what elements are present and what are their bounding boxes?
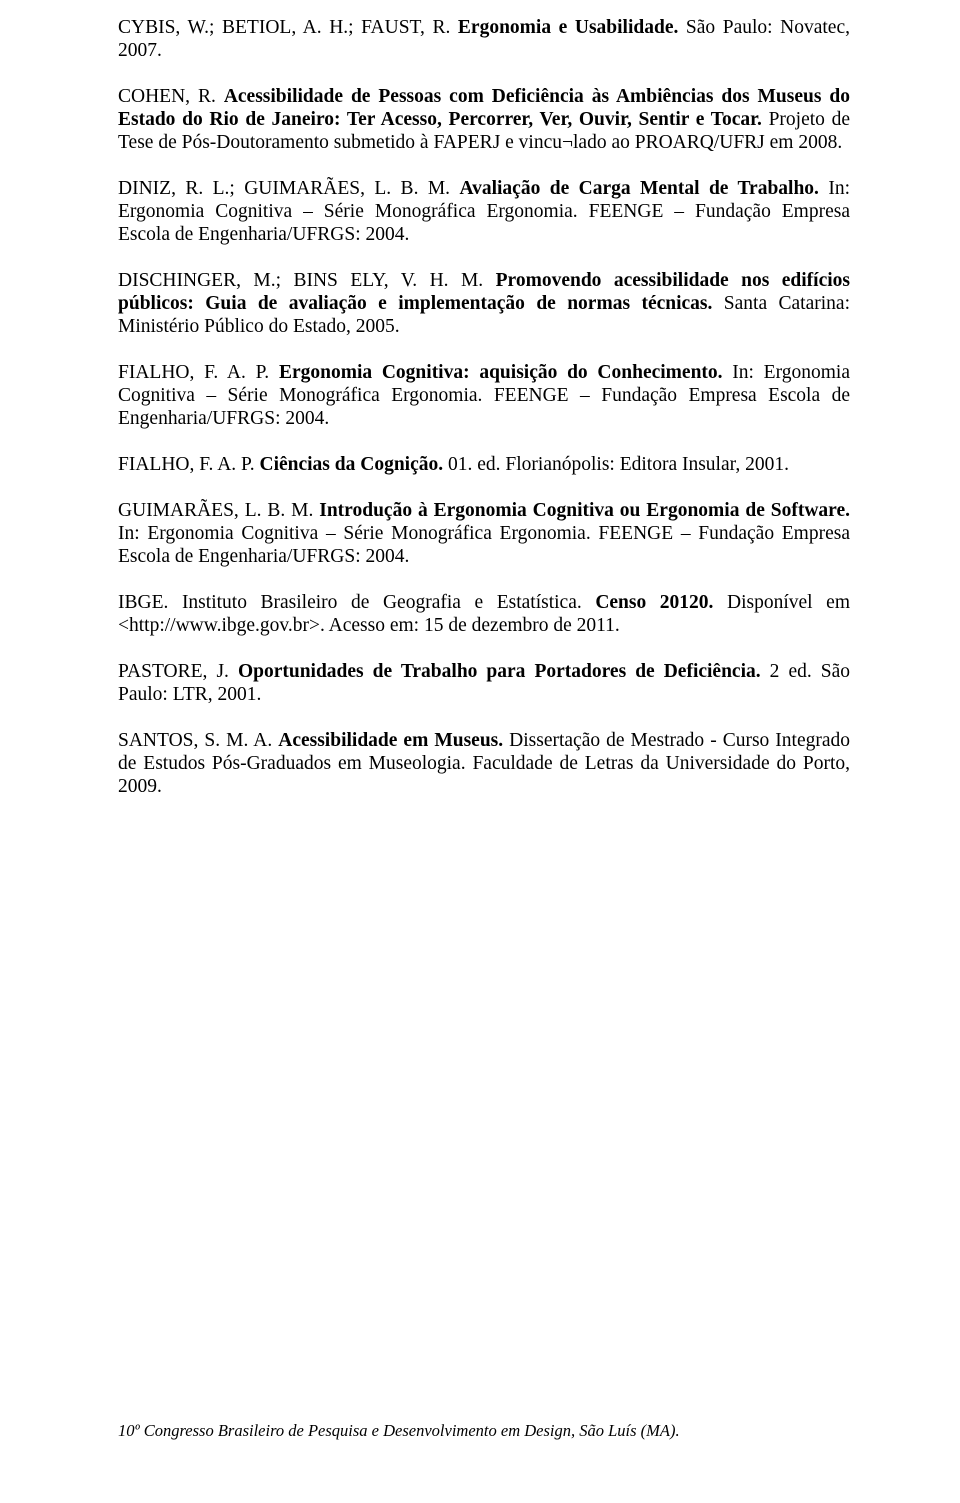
- reference-entry: FIALHO, F. A. P. Ciências da Cognição. 0…: [118, 453, 850, 476]
- reference-entry: DINIZ, R. L.; GUIMARÃES, L. B. M. Avalia…: [118, 177, 850, 246]
- reference-text: GUIMARÃES, L. B. M.: [118, 500, 319, 521]
- reference-title: Ergonomia Cognitiva: aquisição do Conhec…: [279, 362, 732, 383]
- reference-entry: IBGE. Instituto Brasileiro de Geografia …: [118, 591, 850, 637]
- reference-title: Censo 20120.: [595, 592, 727, 613]
- reference-title: Introdução à Ergonomia Cognitiva ou Ergo…: [319, 500, 850, 521]
- reference-text: 01. ed. Florianópolis: Editora Insular, …: [448, 454, 789, 475]
- reference-text: In: Ergonomia Cognitiva – Série Monográf…: [118, 523, 850, 567]
- reference-entry: GUIMARÃES, L. B. M. Introdução à Ergonom…: [118, 499, 850, 568]
- page-footer: 10º Congresso Brasileiro de Pesquisa e D…: [118, 1421, 680, 1441]
- reference-entry: SANTOS, S. M. A. Acessibilidade em Museu…: [118, 729, 850, 798]
- reference-title: Ciências da Cognição.: [259, 454, 448, 475]
- reference-text: IBGE. Instituto Brasileiro de Geografia …: [118, 592, 595, 613]
- references-list: CYBIS, W.; BETIOL, A. H.; FAUST, R. Ergo…: [118, 16, 850, 798]
- reference-text: COHEN, R.: [118, 86, 224, 107]
- page-content: CYBIS, W.; BETIOL, A. H.; FAUST, R. Ergo…: [0, 0, 960, 798]
- reference-entry: CYBIS, W.; BETIOL, A. H.; FAUST, R. Ergo…: [118, 16, 850, 62]
- reference-title: Ergonomia e Usabilidade.: [458, 17, 686, 38]
- reference-entry: COHEN, R. Acessibilidade de Pessoas com …: [118, 85, 850, 154]
- reference-title: Acessibilidade em Museus.: [278, 730, 509, 751]
- reference-text: FIALHO, F. A. P.: [118, 362, 279, 383]
- reference-text: DISCHINGER, M.; BINS ELY, V. H. M.: [118, 270, 496, 291]
- reference-entry: DISCHINGER, M.; BINS ELY, V. H. M. Promo…: [118, 269, 850, 338]
- reference-text: DINIZ, R. L.; GUIMARÃES, L. B. M.: [118, 178, 459, 199]
- reference-text: SANTOS, S. M. A.: [118, 730, 278, 751]
- reference-title: Oportunidades de Trabalho para Portadore…: [238, 661, 770, 682]
- reference-text: FIALHO, F. A. P.: [118, 454, 259, 475]
- reference-entry: PASTORE, J. Oportunidades de Trabalho pa…: [118, 660, 850, 706]
- reference-text: CYBIS, W.; BETIOL, A. H.; FAUST, R.: [118, 17, 458, 38]
- reference-text: PASTORE, J.: [118, 661, 238, 682]
- reference-title: Acessibilidade de Pessoas com Deficiênci…: [118, 86, 850, 130]
- reference-title: Avaliação de Carga Mental de Trabalho.: [459, 178, 828, 199]
- reference-entry: FIALHO, F. A. P. Ergonomia Cognitiva: aq…: [118, 361, 850, 430]
